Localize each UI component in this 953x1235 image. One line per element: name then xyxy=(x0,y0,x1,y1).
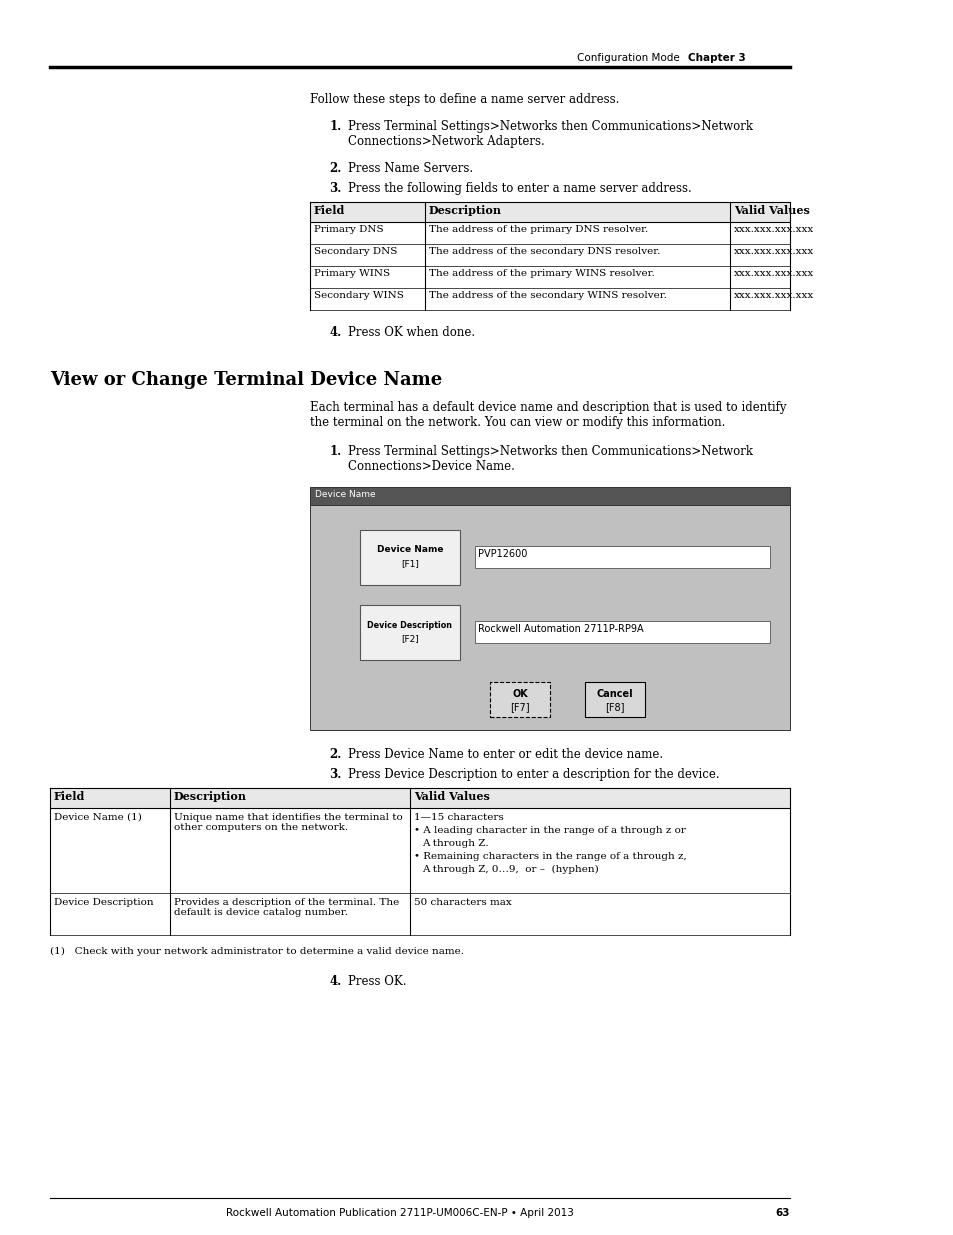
Text: Press the following fields to enter a name server address.: Press the following fields to enter a na… xyxy=(348,182,691,195)
Text: 2.: 2. xyxy=(330,748,341,761)
Text: Description: Description xyxy=(429,205,501,216)
Text: Device Name: Device Name xyxy=(376,546,443,555)
Text: Chapter 3: Chapter 3 xyxy=(687,53,745,63)
Text: Each terminal has a default device name and description that is used to identify: Each terminal has a default device name … xyxy=(310,401,785,429)
Bar xyxy=(310,487,789,505)
Text: Field: Field xyxy=(314,205,345,216)
Text: Press Device Name to enter or edit the device name.: Press Device Name to enter or edit the d… xyxy=(348,748,662,761)
Text: Primary DNS: Primary DNS xyxy=(314,225,383,233)
Text: OK: OK xyxy=(512,689,527,699)
Text: Valid Values: Valid Values xyxy=(414,790,489,802)
Text: Description: Description xyxy=(173,790,247,802)
Bar xyxy=(475,546,769,568)
Text: PVP12600: PVP12600 xyxy=(477,550,527,559)
Text: Valid Values: Valid Values xyxy=(733,205,809,216)
Bar xyxy=(584,682,644,718)
Text: 2.: 2. xyxy=(330,162,341,175)
Text: A through Z, 0…9,  or –  (hyphen): A through Z, 0…9, or – (hyphen) xyxy=(421,864,598,874)
Text: xxx.xxx.xxx.xxx: xxx.xxx.xxx.xxx xyxy=(733,247,814,256)
Text: Follow these steps to define a name server address.: Follow these steps to define a name serv… xyxy=(310,93,618,106)
Text: The address of the primary WINS resolver.: The address of the primary WINS resolver… xyxy=(429,269,654,278)
Text: Press Terminal Settings>Networks then Communications>Network
Connections>Device : Press Terminal Settings>Networks then Co… xyxy=(348,445,752,473)
Bar xyxy=(50,788,789,808)
Text: 1.: 1. xyxy=(330,120,341,133)
Text: Rockwell Automation 2711P-RP9A: Rockwell Automation 2711P-RP9A xyxy=(477,624,643,634)
Text: xxx.xxx.xxx.xxx: xxx.xxx.xxx.xxx xyxy=(733,269,814,278)
Text: [F2]: [F2] xyxy=(400,635,418,643)
Bar xyxy=(359,530,459,585)
Bar xyxy=(490,682,550,718)
Text: Primary WINS: Primary WINS xyxy=(314,269,390,278)
Text: 50 characters max: 50 characters max xyxy=(414,898,511,906)
Text: Device Name (1): Device Name (1) xyxy=(54,813,142,823)
Text: Press Terminal Settings>Networks then Communications>Network
Connections>Network: Press Terminal Settings>Networks then Co… xyxy=(348,120,752,148)
Text: [F1]: [F1] xyxy=(400,559,418,568)
Text: 63: 63 xyxy=(775,1208,789,1218)
Text: Configuration Mode: Configuration Mode xyxy=(577,53,679,63)
Text: 1—15 characters: 1—15 characters xyxy=(414,813,503,823)
Text: xxx.xxx.xxx.xxx: xxx.xxx.xxx.xxx xyxy=(733,291,814,300)
Text: Device Name: Device Name xyxy=(314,490,375,499)
Text: 4.: 4. xyxy=(330,974,341,988)
Text: Press OK.: Press OK. xyxy=(348,974,406,988)
Text: The address of the secondary DNS resolver.: The address of the secondary DNS resolve… xyxy=(429,247,659,256)
Text: • A leading character in the range of a through z or: • A leading character in the range of a … xyxy=(414,826,685,835)
Text: Cancel: Cancel xyxy=(596,689,633,699)
Text: Rockwell Automation Publication 2711P-UM006C-EN-P • April 2013: Rockwell Automation Publication 2711P-UM… xyxy=(226,1208,574,1218)
Text: The address of the secondary WINS resolver.: The address of the secondary WINS resolv… xyxy=(429,291,666,300)
Text: Field: Field xyxy=(54,790,85,802)
Text: Secondary DNS: Secondary DNS xyxy=(314,247,397,256)
Text: 4.: 4. xyxy=(330,326,341,338)
Text: • Remaining characters in the range of a through z,: • Remaining characters in the range of a… xyxy=(414,852,686,861)
Text: [F8]: [F8] xyxy=(604,701,624,713)
Bar xyxy=(310,203,789,222)
Text: Press OK when done.: Press OK when done. xyxy=(348,326,475,338)
Text: 1.: 1. xyxy=(330,445,341,458)
Text: Press Name Servers.: Press Name Servers. xyxy=(348,162,473,175)
Text: Secondary WINS: Secondary WINS xyxy=(314,291,403,300)
Text: xxx.xxx.xxx.xxx: xxx.xxx.xxx.xxx xyxy=(733,225,814,233)
Text: Provides a description of the terminal. The
default is device catalog number.: Provides a description of the terminal. … xyxy=(173,898,399,918)
Text: [F7]: [F7] xyxy=(510,701,529,713)
Bar xyxy=(310,505,789,730)
Text: Press Device Description to enter a description for the device.: Press Device Description to enter a desc… xyxy=(348,768,719,781)
Text: 3.: 3. xyxy=(330,182,341,195)
Bar xyxy=(475,621,769,643)
Text: The address of the primary DNS resolver.: The address of the primary DNS resolver. xyxy=(429,225,648,233)
Text: (1)   Check with your network administrator to determine a valid device name.: (1) Check with your network administrato… xyxy=(50,947,463,956)
Text: View or Change Terminal Device Name: View or Change Terminal Device Name xyxy=(50,370,442,389)
Bar xyxy=(359,605,459,659)
Text: 3.: 3. xyxy=(330,768,341,781)
Text: Device Description: Device Description xyxy=(367,620,452,630)
Text: A through Z.: A through Z. xyxy=(421,839,488,848)
Text: Device Description: Device Description xyxy=(54,898,153,906)
Text: Unique name that identifies the terminal to
other computers on the network.: Unique name that identifies the terminal… xyxy=(173,813,402,832)
